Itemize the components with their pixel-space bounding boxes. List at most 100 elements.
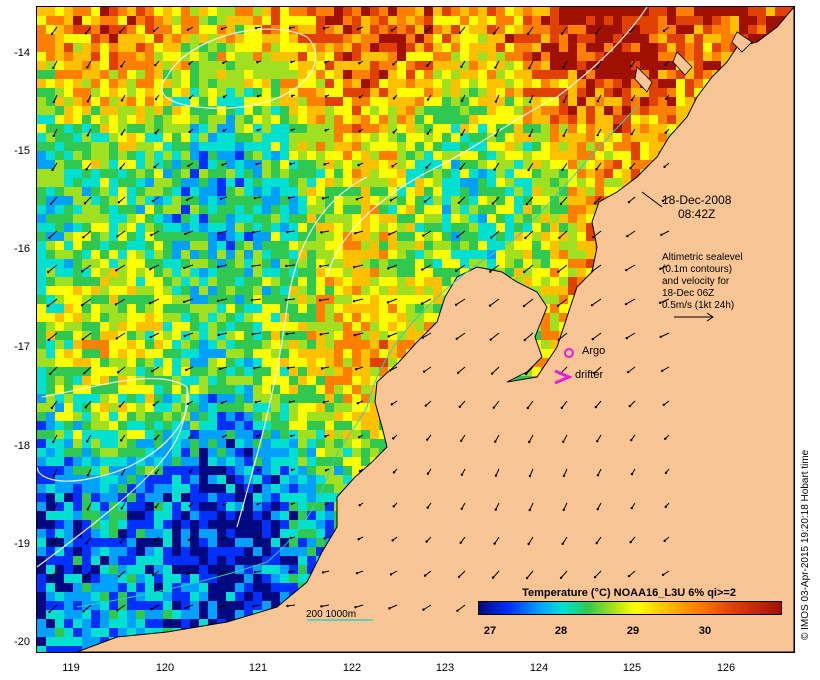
velocity-arrow	[86, 162, 92, 170]
velocity-arrow-head	[493, 542, 496, 545]
velocity-arrow-head	[221, 163, 224, 167]
sealevel-contours	[37, 7, 648, 568]
velocity-arrow-head	[352, 300, 356, 303]
velocity-arrow	[529, 94, 534, 103]
velocity-arrow	[625, 264, 636, 271]
coast-islands	[634, 31, 753, 93]
velocity-arrow-head	[150, 607, 153, 611]
velocity-arrow-head	[525, 202, 529, 206]
velocity-arrow	[388, 332, 398, 337]
velocity-arrow-head	[152, 403, 156, 407]
velocity-arrow-head	[322, 27, 326, 30]
land-mass	[76, 7, 794, 652]
velocity-arrow-head	[661, 199, 665, 203]
velocity-arrow	[629, 400, 636, 407]
velocity-arrow	[562, 60, 568, 69]
velocity-arrow-head	[355, 572, 359, 575]
velocity-arrow-head	[150, 233, 153, 237]
velocity-arrow-head	[596, 473, 600, 477]
velocity-arrow	[593, 366, 602, 374]
velocity-arrow	[529, 502, 534, 511]
velocity-arrow-head	[324, 129, 327, 132]
velocity-arrow	[563, 502, 568, 511]
velocity-arrow	[558, 230, 568, 239]
velocity-arrow-head	[593, 201, 597, 205]
velocity-arrow-head	[528, 440, 531, 444]
velocity-arrow-head	[391, 165, 394, 168]
velocity-arrow	[219, 604, 228, 608]
velocity-arrow-head	[353, 266, 356, 269]
velocity-arrow	[118, 196, 126, 203]
velocity-arrow	[152, 196, 160, 202]
velocity-arrow	[217, 298, 228, 302]
velocity-arrow	[562, 434, 568, 443]
velocity-arrow	[85, 26, 92, 34]
velocity-arrow-head	[52, 66, 55, 70]
velocity-arrow-head	[184, 232, 187, 236]
velocity-arrow-head	[289, 536, 292, 540]
velocity-arrow-head	[320, 605, 323, 608]
velocity-arrow-head	[456, 371, 460, 374]
velocity-arrow-head	[52, 100, 56, 104]
velocity-arrow-head	[80, 304, 84, 307]
velocity-arrow-head	[85, 542, 88, 545]
velocity-arrow-head	[556, 304, 560, 308]
velocity-arrow	[353, 298, 364, 302]
velocity-arrow	[117, 230, 126, 237]
velocity-arrow	[119, 400, 126, 407]
velocity-arrow	[84, 196, 92, 204]
y-tick-label: -16	[14, 243, 30, 255]
velocity-arrow-head	[324, 435, 327, 438]
velocity-arrow-head	[218, 231, 221, 235]
velocity-arrow-head	[285, 264, 288, 268]
velocity-arrow-head	[392, 97, 396, 100]
velocity-arrow-head	[459, 541, 462, 544]
velocity-arrow	[53, 94, 58, 103]
velocity-arrow-head	[528, 474, 532, 478]
velocity-arrow-head	[494, 474, 498, 477]
velocity-arrow-head	[460, 507, 463, 510]
colorbar-tick: 29	[626, 625, 640, 637]
velocity-arrow	[561, 400, 568, 409]
velocity-arrow	[287, 604, 296, 607]
velocity-arrow-head	[625, 268, 628, 272]
velocity-arrow-head	[286, 230, 289, 234]
image-timestamp: 18-Dec-2008 08:42Z	[662, 193, 731, 221]
velocity-arrow	[355, 230, 364, 234]
velocity-arrow	[491, 230, 500, 238]
velocity-arrow-head	[251, 332, 254, 336]
velocity-arrow-head	[218, 605, 221, 609]
altimetry-note-line: 0.5m/s (1kt 24h)	[662, 300, 735, 311]
velocity-arrow-head	[664, 97, 668, 101]
velocity-arrow-head	[358, 130, 361, 133]
velocity-arrow	[389, 604, 398, 609]
velocity-arrow-head	[426, 132, 429, 135]
velocity-arrow-head	[187, 538, 190, 542]
velocity-arrow-head	[150, 369, 154, 373]
velocity-arrow-head	[188, 96, 192, 100]
drifter-label: drifter	[575, 369, 604, 381]
velocity-arrow	[52, 162, 58, 171]
velocity-arrow-head	[217, 333, 220, 337]
y-tick-label: -20	[14, 636, 30, 648]
velocity-arrow-head	[290, 502, 293, 506]
velocity-arrow-head	[591, 269, 594, 273]
velocity-arrow-head	[185, 572, 189, 576]
velocity-arrow-head	[421, 268, 424, 271]
velocity-arrow	[596, 162, 602, 170]
velocity-arrow	[529, 128, 534, 137]
velocity-arrow-head	[354, 232, 357, 235]
velocity-arrow-head	[185, 198, 189, 202]
velocity-arrow	[321, 230, 330, 233]
velocity-arrow-head	[392, 63, 395, 66]
velocity-arrow-head	[256, 94, 260, 98]
velocity-arrow	[286, 264, 296, 267]
velocity-arrow	[489, 264, 500, 273]
velocity-arrow	[86, 60, 92, 68]
velocity-arrow-head	[590, 303, 594, 307]
velocity-arrow-head	[392, 505, 395, 508]
velocity-arrow	[527, 26, 534, 35]
velocity-arrow-head	[426, 472, 430, 475]
velocity-arrow-head	[458, 405, 462, 408]
velocity-arrow	[422, 264, 432, 271]
